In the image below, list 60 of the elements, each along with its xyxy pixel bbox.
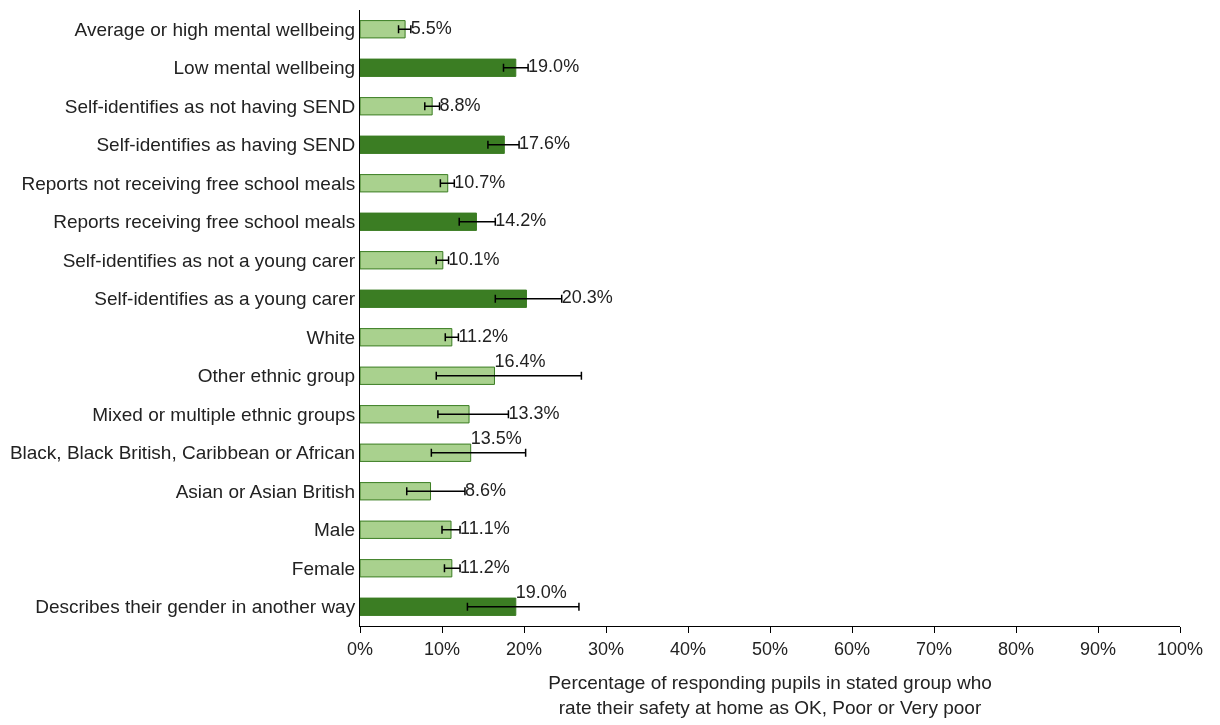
bar bbox=[360, 328, 453, 347]
data-label: 13.3% bbox=[508, 402, 560, 423]
y-tick-label: Mixed or multiple ethnic groups bbox=[92, 403, 356, 425]
x-tick-label: 90% bbox=[1079, 638, 1117, 659]
y-tick-label: Describes their gender in another way bbox=[35, 596, 356, 618]
data-label: 11.2% bbox=[458, 325, 509, 346]
data-label: 20.3% bbox=[561, 287, 613, 308]
y-tick-label: White bbox=[306, 326, 356, 348]
bar bbox=[360, 443, 472, 462]
data-label: 10.7% bbox=[454, 171, 506, 192]
bar bbox=[360, 289, 527, 308]
bar bbox=[360, 559, 453, 578]
y-tick-label: Self-identifies as having SEND bbox=[96, 134, 356, 156]
data-label: 8.6% bbox=[464, 479, 506, 500]
y-tick-label: Asian or Asian British bbox=[175, 480, 356, 502]
y-tick-label: Female bbox=[291, 557, 356, 579]
data-label: 10.1% bbox=[448, 248, 500, 269]
bar bbox=[360, 366, 495, 385]
bar bbox=[360, 212, 477, 231]
bar bbox=[360, 135, 505, 154]
y-tick-label: Low mental wellbeing bbox=[173, 57, 356, 79]
y-tick-label: Self-identifies as not a young carer bbox=[62, 249, 356, 271]
data-label: 19.0% bbox=[515, 581, 567, 602]
data-label: 17.6% bbox=[519, 133, 571, 154]
x-tick-label: 60% bbox=[833, 638, 871, 659]
y-tick-label: Average or high mental wellbeing bbox=[74, 18, 356, 40]
x-tick-label: 20% bbox=[505, 638, 543, 659]
x-axis-title: Percentage of responding pupils in stated group who rate their safety at home as OK, Poor or Very poor bbox=[548, 672, 992, 719]
data-label: 11.1% bbox=[460, 518, 510, 539]
data-label: 16.4% bbox=[494, 350, 546, 371]
data-label: 13.5% bbox=[470, 427, 522, 448]
bar bbox=[360, 97, 433, 116]
data-label: 11.2% bbox=[460, 556, 510, 577]
bar bbox=[360, 58, 517, 77]
bar bbox=[360, 174, 449, 193]
data-label: 14.2% bbox=[495, 210, 547, 231]
x-tick-label: 10% bbox=[423, 638, 461, 659]
bar bbox=[360, 251, 444, 270]
y-tick-label: Self-identifies as a young carer bbox=[94, 288, 356, 310]
x-tick-label: 80% bbox=[997, 638, 1035, 659]
bar bbox=[360, 20, 406, 39]
x-tick-label: 40% bbox=[669, 638, 707, 659]
y-tick-label: Black, Black British, Caribbean or African bbox=[9, 442, 356, 464]
bar bbox=[360, 482, 432, 501]
bar bbox=[360, 520, 452, 539]
x-tick-label: 70% bbox=[915, 638, 953, 659]
data-label: 8.8% bbox=[439, 94, 481, 115]
x-tick-label: 0% bbox=[346, 638, 374, 659]
x-tick-label: 100% bbox=[1156, 638, 1204, 659]
bar bbox=[360, 597, 517, 616]
x-tick-label: 30% bbox=[587, 638, 625, 659]
y-tick-label: Reports receiving free school meals bbox=[53, 211, 356, 233]
data-label: 5.5% bbox=[410, 17, 452, 38]
y-tick-label: Reports not receiving free school meals bbox=[21, 172, 356, 194]
x-tick-label: 50% bbox=[751, 638, 789, 659]
data-label: 19.0% bbox=[528, 56, 580, 77]
y-tick-label: Male bbox=[314, 519, 356, 541]
bar bbox=[360, 405, 470, 424]
y-tick-label: Other ethnic group bbox=[197, 365, 356, 387]
y-tick-label: Self-identifies as not having SEND bbox=[64, 95, 356, 117]
